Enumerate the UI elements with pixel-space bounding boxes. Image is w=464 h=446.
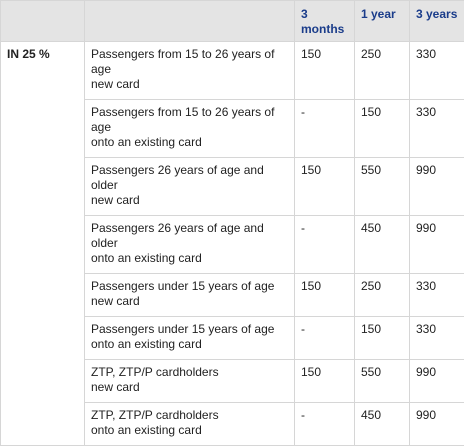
price-3-months: 150: [295, 158, 355, 216]
header-1-year: 1 year: [355, 1, 410, 42]
card-type: new card: [91, 77, 288, 92]
passenger-type: ZTP, ZTP/P cardholders: [91, 408, 288, 423]
passenger-type: ZTP, ZTP/P cardholders: [91, 365, 288, 380]
price-3-years: 330: [410, 100, 464, 158]
price-1-year: 250: [355, 42, 410, 100]
price-1-year: 450: [355, 216, 410, 274]
price-3-months: -: [295, 403, 355, 446]
card-type: onto an existing card: [91, 135, 288, 150]
price-3-months: -: [295, 317, 355, 360]
price-3-years: 990: [410, 158, 464, 216]
card-type: onto an existing card: [91, 337, 288, 352]
price-1-year: 250: [355, 274, 410, 317]
price-3-years: 990: [410, 403, 464, 446]
passenger-type: Passengers under 15 years of age: [91, 279, 288, 294]
table-header-row: 3 months 1 year 3 years: [1, 1, 464, 42]
passenger-type: Passengers from 15 to 26 years of age: [91, 47, 288, 77]
description-cell: Passengers from 15 to 26 years of age on…: [85, 100, 295, 158]
card-type: onto an existing card: [91, 423, 288, 438]
description-cell: Passengers from 15 to 26 years of age ne…: [85, 42, 295, 100]
description-cell: ZTP, ZTP/P cardholders onto an existing …: [85, 403, 295, 446]
header-3-months: 3 months: [295, 1, 355, 42]
description-cell: Passengers 26 years of age and older new…: [85, 158, 295, 216]
price-3-months: 150: [295, 42, 355, 100]
passenger-type: Passengers from 15 to 26 years of age: [91, 105, 288, 135]
header-blank-description: [85, 1, 295, 42]
card-type: new card: [91, 380, 288, 395]
card-type: onto an existing card: [91, 251, 288, 266]
price-3-months: 150: [295, 360, 355, 403]
price-3-years: 330: [410, 274, 464, 317]
price-3-years: 990: [410, 360, 464, 403]
price-3-years: 330: [410, 317, 464, 360]
description-cell: Passengers 26 years of age and older ont…: [85, 216, 295, 274]
card-type: new card: [91, 294, 288, 309]
description-cell: Passengers under 15 years of age onto an…: [85, 317, 295, 360]
description-cell: ZTP, ZTP/P cardholders new card: [85, 360, 295, 403]
description-cell: Passengers under 15 years of age new car…: [85, 274, 295, 317]
price-1-year: 150: [355, 100, 410, 158]
price-3-months: -: [295, 216, 355, 274]
price-3-months: -: [295, 100, 355, 158]
header-3-years: 3 years: [410, 1, 464, 42]
price-1-year: 150: [355, 317, 410, 360]
passenger-type: Passengers under 15 years of age: [91, 322, 288, 337]
table-row: IN 25 % Passengers from 15 to 26 years o…: [1, 42, 464, 100]
price-3-years: 330: [410, 42, 464, 100]
passenger-type: Passengers 26 years of age and older: [91, 163, 288, 193]
price-3-years: 990: [410, 216, 464, 274]
header-blank-category: [1, 1, 85, 42]
price-1-year: 550: [355, 360, 410, 403]
price-1-year: 550: [355, 158, 410, 216]
category-cell: IN 25 %: [1, 42, 85, 446]
price-3-months: 150: [295, 274, 355, 317]
price-1-year: 450: [355, 403, 410, 446]
card-type: new card: [91, 193, 288, 208]
passenger-type: Passengers 26 years of age and older: [91, 221, 288, 251]
